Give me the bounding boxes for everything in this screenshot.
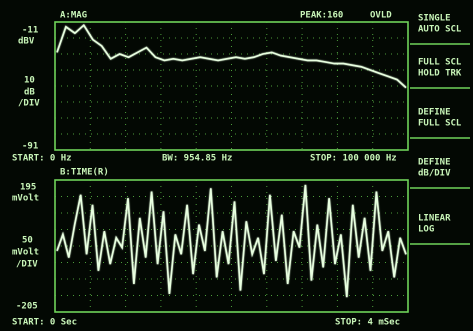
trace-b-title: B:TIME(R) xyxy=(60,168,109,178)
lower-top-value: 195 xyxy=(20,183,36,193)
lower-start: START: 0 Sec xyxy=(12,318,77,328)
upper-top-value: -11 xyxy=(22,26,38,36)
lower-scale-per: /DIV xyxy=(16,260,38,270)
upper-start: START: 0 Hz xyxy=(12,154,72,164)
lower-stop: STOP: 4 mSec xyxy=(335,318,400,328)
trace-a-title: A:MAG xyxy=(60,11,87,21)
softkey-label[interactable]: LOG xyxy=(418,225,434,235)
lower-bottom-value: -205 xyxy=(16,302,38,312)
upper-scale-unit: dB xyxy=(24,88,35,98)
softkey-label[interactable]: AUTO SCL xyxy=(418,25,462,35)
upper-stop: STOP: 100 000 Hz xyxy=(310,154,397,164)
softkey-label[interactable]: HOLD TRK xyxy=(418,69,462,79)
softkey-label[interactable]: dB/DIV xyxy=(418,169,451,179)
upper-top-unit: dBV xyxy=(18,37,35,47)
analyzer-screen: A:MAG PEAK:160 OVLD -11 dBV 10 dB /DIV -… xyxy=(0,0,473,331)
lower-top-unit: mVolt xyxy=(12,194,39,204)
softkey-label[interactable]: DEFINE xyxy=(418,108,451,118)
background xyxy=(0,0,473,331)
overload-indicator: OVLD xyxy=(370,11,392,21)
softkey-label[interactable]: SINGLE xyxy=(418,14,451,24)
upper-bandwidth: BW: 954.85 Hz xyxy=(162,154,232,164)
softkey-label[interactable]: DEFINE xyxy=(418,158,451,168)
peak-readout: PEAK:160 xyxy=(300,11,343,21)
lower-scale: 50 xyxy=(22,236,33,246)
lower-scale-unit: mVolt xyxy=(12,248,39,258)
upper-scale: 10 xyxy=(24,76,35,86)
softkey-label[interactable]: FULL SCL xyxy=(418,119,462,129)
upper-bottom-value: -91 xyxy=(22,142,38,152)
softkey-label[interactable]: LINEAR xyxy=(418,214,451,224)
softkey-label[interactable]: FULL SCL xyxy=(418,58,462,68)
upper-scale-per: /DIV xyxy=(18,99,40,109)
